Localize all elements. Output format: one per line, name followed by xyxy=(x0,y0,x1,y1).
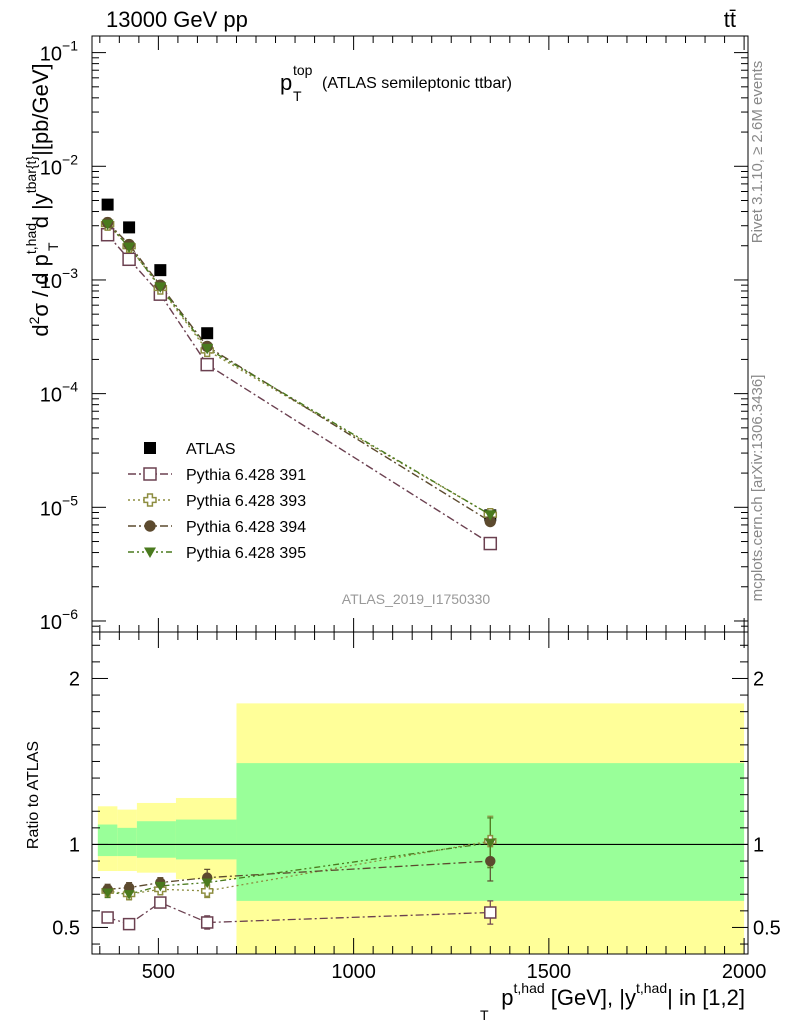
x-tick-label-1: 1000 xyxy=(331,961,376,983)
title-main: p xyxy=(280,70,292,95)
legend-marker-3 xyxy=(144,520,156,532)
top-series-line-1 xyxy=(107,234,491,545)
band-green-2 xyxy=(136,821,176,858)
top-point-s0-1 xyxy=(123,221,136,234)
ratio-point-s0-1 xyxy=(122,917,136,931)
top-point-s4-1 xyxy=(123,242,136,253)
legend-label-1: Pythia 6.428 391 xyxy=(186,467,306,484)
x-tick-label-3: 2000 xyxy=(722,961,767,983)
top-y-axis-label-text: d2σ / d pt,had T d |ytbar{t}|[pb/GeV] xyxy=(23,63,61,336)
legend: ATLAS Pythia 6.428 391 Pythia 6.428 393 Pyt… xyxy=(128,441,306,562)
legend-marker-0 xyxy=(144,442,156,454)
ratio-point-s0-3 xyxy=(200,916,214,929)
ratio-ytick-label-left-0: 0.5 xyxy=(52,917,80,939)
xlabel-sup2: t,had xyxy=(636,980,667,996)
top-panel-axis: 10−1 10−2 10−3 10−4 10−5 10−6 xyxy=(40,36,748,634)
ratio-ytick-label-left-2: 2 xyxy=(69,668,80,690)
band-green-1 xyxy=(117,827,137,857)
top-point-s4-2 xyxy=(154,282,167,293)
ratio-ytick-label-right-0: 0.5 xyxy=(753,917,781,939)
x-tick-label-2: 1500 xyxy=(527,961,572,983)
xlabel-sup1: t,had xyxy=(514,980,545,996)
mcplots-label: mcplots.cern.ch [arXiv:1306.3436] xyxy=(749,375,766,602)
bottom-panel-frame xyxy=(91,631,749,955)
ratio-point-s3-4 xyxy=(484,838,496,849)
top-point-s0-2 xyxy=(154,264,167,277)
xlabel-end: | in [1,2] xyxy=(667,985,745,1010)
top-ytick-label-3: 10−4 xyxy=(40,379,78,407)
top-ytick-label-4: 10−5 xyxy=(40,492,78,520)
top-panel-title: p T top (ATLAS semileptonic ttbar) xyxy=(280,62,512,104)
top-point-s1-1 xyxy=(122,252,136,267)
rivet-label: Rivet 3.1.10, ≥ 2.6M events xyxy=(749,61,766,244)
top-point-s4-0 xyxy=(101,219,114,231)
top-point-s1-4 xyxy=(483,536,498,551)
top-point-s0-0 xyxy=(101,198,114,211)
ratio-point-s2-4 xyxy=(485,855,496,867)
header-left: 13000 GeV pp xyxy=(106,7,248,32)
legend-marker-2 xyxy=(143,493,157,507)
header-right: tt̄ xyxy=(724,7,736,32)
ratio-uncertainty-bands xyxy=(97,703,745,954)
ratio-point-s0-0 xyxy=(101,911,114,924)
ratio-point-s3-1 xyxy=(123,890,135,900)
top-point-s3-4 xyxy=(484,515,496,528)
top-point-s0-3 xyxy=(201,327,214,340)
ratio-markers xyxy=(101,834,497,931)
ratio-ytick-label-left-1: 1 xyxy=(69,834,80,856)
top-panel-frame xyxy=(91,35,749,633)
ratio-point-s3-2 xyxy=(154,881,166,892)
ratio-point-s1-3 xyxy=(200,884,214,898)
top-point-s1-3 xyxy=(200,357,214,372)
analysis-id: ATLAS_2019_I1750330 xyxy=(342,591,491,607)
title-sub: T xyxy=(293,88,302,104)
xlabel-mid: [GeV], |y xyxy=(545,985,636,1010)
top-ytick-label-5: 10−6 xyxy=(40,606,78,634)
band-green-3 xyxy=(175,819,237,860)
legend-label-2: Pythia 6.428 393 xyxy=(186,493,306,510)
legend-label-4: Pythia 6.428 395 xyxy=(186,545,306,562)
ratio-point-s0-4 xyxy=(484,906,497,919)
top-ytick-label-2: 10−3 xyxy=(40,265,78,293)
legend-label-0: ATLAS xyxy=(186,441,236,458)
legend-label-3: Pythia 6.428 394 xyxy=(186,519,306,536)
bottom-panel-axis: 500 1000 1500 2000 0.5 0.5 1 1 2 2 xyxy=(52,632,781,983)
title-rest: (ATLAS semileptonic ttbar) xyxy=(322,75,512,92)
xlabel-sub-T: T xyxy=(480,1007,489,1023)
top-ytick-label-1: 10−2 xyxy=(40,151,78,179)
top-panel-markers xyxy=(100,198,498,551)
legend-marker-1 xyxy=(143,467,157,481)
legend-marker-4 xyxy=(144,547,156,558)
band-green-0 xyxy=(97,824,118,857)
x-axis-label: pt,had [GeV], |yt,had| in [1,2] T xyxy=(480,980,745,1023)
top-y-axis-label: d2σ / d pt,had T d |ytbar{t}|[pb/GeV] xyxy=(23,63,61,336)
top-point-s4-4 xyxy=(484,510,497,521)
top-ytick-label-0: 10−1 xyxy=(40,38,78,66)
ratio-ytick-label-right-1: 1 xyxy=(753,834,764,856)
ratio-point-s3-0 xyxy=(102,888,114,899)
ratio-series-line-1 xyxy=(107,840,491,895)
xlabel-p: p xyxy=(501,985,513,1010)
top-point-s4-3 xyxy=(201,343,214,355)
x-axis-label-text: pt,had [GeV], |yt,had| in [1,2] xyxy=(501,980,745,1010)
ratio-point-s0-2 xyxy=(154,896,167,909)
ratio-point-s3-3 xyxy=(201,878,213,889)
title-sup: top xyxy=(293,62,313,78)
x-tick-label-0: 500 xyxy=(142,961,175,983)
ratio-ytick-label-right-2: 2 xyxy=(753,668,764,690)
ratio-y-axis-label: Ratio to ATLAS xyxy=(25,741,42,849)
